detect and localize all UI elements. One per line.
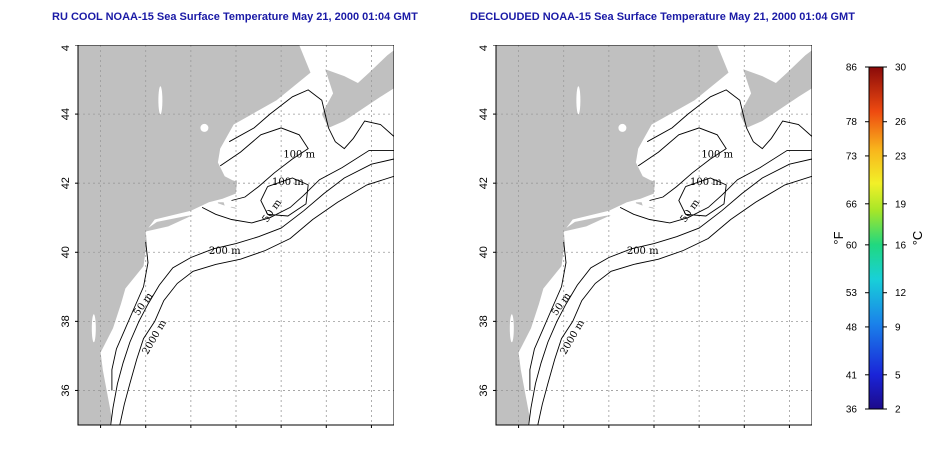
colorbar-label-c: 2 [895, 405, 901, 416]
y-tick-label: 42 [478, 177, 490, 189]
y-tick-label: 44 [60, 108, 72, 120]
land-group [496, 45, 812, 425]
isobath-100m [619, 89, 812, 224]
colorbar-label-c: 12 [895, 288, 907, 299]
colorbar-label-c: 23 [895, 151, 907, 162]
y-tick-label: 46 [478, 45, 490, 51]
lake-winnipesaukee [200, 123, 209, 132]
nova-scotia-land [739, 50, 812, 128]
long-island-land [563, 215, 612, 232]
isobath-200m [110, 158, 394, 426]
isobath-group [110, 89, 394, 426]
isobath-50m [219, 127, 309, 201]
isobath-2000m [537, 175, 812, 426]
y-tick-label: 40 [60, 246, 72, 258]
isobath-50m [637, 127, 727, 201]
mainland-land [78, 45, 311, 425]
y-tick-label: 38 [478, 315, 490, 327]
isobath-50m-mid-atlantic [529, 241, 567, 391]
nantucket-land [230, 206, 238, 210]
colorbar-label-f: 78 [846, 117, 858, 128]
contour-label: 100 m [690, 177, 722, 188]
long-island-land [145, 215, 194, 232]
colorbar-label-f: 66 [846, 199, 858, 210]
nantucket-land [648, 206, 656, 210]
colorbar-label-c: 9 [895, 322, 901, 333]
contour-label: 100 m [272, 177, 304, 188]
contour-label: 100 m [283, 149, 315, 160]
isobath-100m [201, 89, 394, 224]
colorbar-label-f: 36 [846, 405, 858, 416]
colorbar-label-f: 86 [846, 63, 858, 74]
contour-label: 200 m [627, 246, 659, 257]
contour-label: 200 m [209, 246, 241, 257]
isobath-200m [528, 158, 812, 426]
colorbar-label-f: 41 [846, 370, 858, 381]
colorbar-label-c: 19 [895, 199, 907, 210]
marthas-vineyard-land [217, 202, 225, 206]
cape-cod-land [223, 180, 238, 194]
chesapeake-bay [509, 314, 514, 343]
marthas-vineyard-land [635, 202, 643, 206]
y-tick-label: 36 [478, 384, 490, 396]
colorbar-label-f: 73 [846, 151, 858, 162]
isobath-2000m [119, 175, 394, 426]
y-tick-label: 44 [478, 108, 490, 120]
grid-lines [496, 45, 812, 425]
cape-cod-land [641, 180, 656, 194]
colorbar-label-f: 48 [846, 322, 858, 333]
isobath-50m-georges-bank [260, 177, 309, 217]
lake-winnipesaukee [618, 123, 627, 132]
colorbar-label-c: 16 [895, 240, 907, 251]
colorbar-label-c: 26 [895, 117, 907, 128]
colorbar-label-f: 53 [846, 288, 858, 299]
y-tick-label: 36 [60, 384, 72, 396]
y-tick-label: 38 [60, 315, 72, 327]
temperature-colorbar: 86 30 78 26 73 23 66 19 60 16 53 12 48 9 41 5 36 2 °F °C [831, 63, 925, 416]
colorbar-label-c: 30 [895, 63, 907, 74]
isobath-50m-mid-atlantic [111, 241, 149, 391]
nova-scotia-land [321, 50, 394, 128]
y-tick-label: 46 [60, 45, 72, 51]
lake-champlain [576, 86, 581, 115]
colorbar-label-c: 5 [895, 370, 901, 381]
lake-champlain [158, 86, 163, 115]
chesapeake-bay [91, 314, 96, 343]
celsius-unit-label: °C [910, 231, 925, 246]
map-title-right: DECLOUDED NOAA-15 Sea Surface Temperatur… [470, 11, 855, 23]
y-tick-label: 40 [478, 246, 490, 258]
mainland-land [496, 45, 729, 425]
y-tick-label: 42 [60, 177, 72, 189]
colorbar-label-f: 60 [846, 240, 858, 251]
isobath-group [528, 89, 812, 426]
land-group [78, 45, 394, 425]
map-title-left: RU COOL NOAA-15 Sea Surface Temperature … [52, 11, 418, 23]
contour-label: 100 m [701, 149, 733, 160]
colorbar-gradient [868, 66, 884, 410]
grid-lines [78, 45, 394, 425]
fahrenheit-unit-label: °F [831, 231, 846, 244]
isobath-50m-georges-bank [678, 177, 727, 217]
